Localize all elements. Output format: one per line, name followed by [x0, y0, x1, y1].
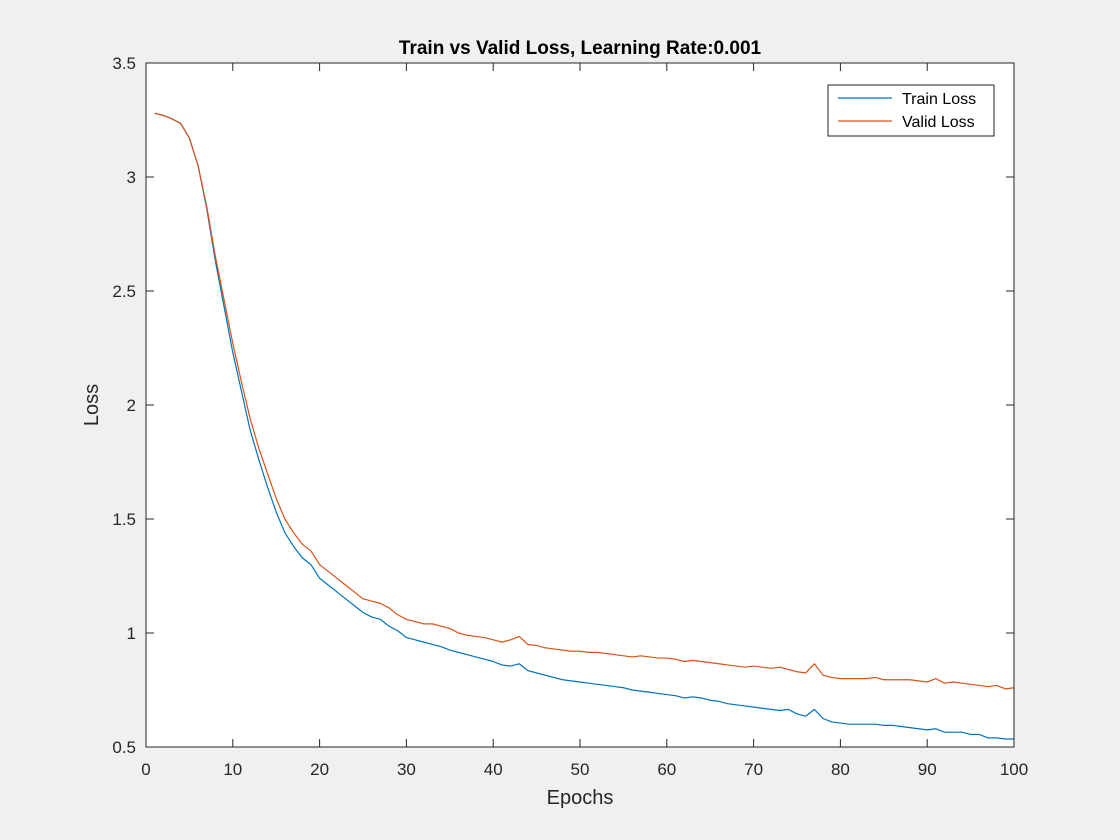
- legend-box: [827, 84, 995, 137]
- plot-frame: [145, 62, 1015, 748]
- y-tick-label: 2: [127, 396, 136, 415]
- x-tick-label: 50: [571, 760, 590, 779]
- x-tick-label: 40: [484, 760, 503, 779]
- legend-label-valid-loss: Valid Loss: [902, 114, 975, 131]
- x-tick-label: 90: [918, 760, 937, 779]
- x-tick-label: 30: [397, 760, 416, 779]
- x-tick-label: 20: [310, 760, 329, 779]
- x-tick-label: 10: [223, 760, 242, 779]
- y-axis-label: Loss: [81, 384, 103, 426]
- series-layer: [154, 112, 1015, 740]
- plot-area: [146, 63, 1014, 747]
- x-tick-label: 100: [1000, 760, 1028, 779]
- legend: Train Loss Valid Loss: [827, 84, 995, 137]
- y-tick-label: 1: [127, 624, 136, 643]
- x-tick-label: 70: [744, 760, 763, 779]
- y-tick-label: 2.5: [112, 282, 136, 301]
- chart-title: Train vs Valid Loss, Learning Rate:0.001: [399, 38, 762, 59]
- legend-label-train-loss: Train Loss: [902, 91, 976, 108]
- series-line-valid-loss: [154, 112, 1015, 690]
- x-tick-label: 80: [831, 760, 850, 779]
- y-tick-label: 3.5: [112, 54, 136, 73]
- x-axis-label: Epochs: [547, 787, 614, 809]
- y-tick-label: 0.5: [112, 738, 136, 757]
- y-tick-label: 1.5: [112, 510, 136, 529]
- axis-ticks: 0 10 20 30 40 50 60 70 80 90 100 0.5 1 1.5 2 2.5 3 3.5: [112, 54, 1028, 779]
- y-tick-label: 3: [127, 168, 136, 187]
- x-tick-label: 60: [657, 760, 676, 779]
- series-line-train-loss: [154, 112, 1014, 740]
- x-tick-label: 0: [141, 760, 150, 779]
